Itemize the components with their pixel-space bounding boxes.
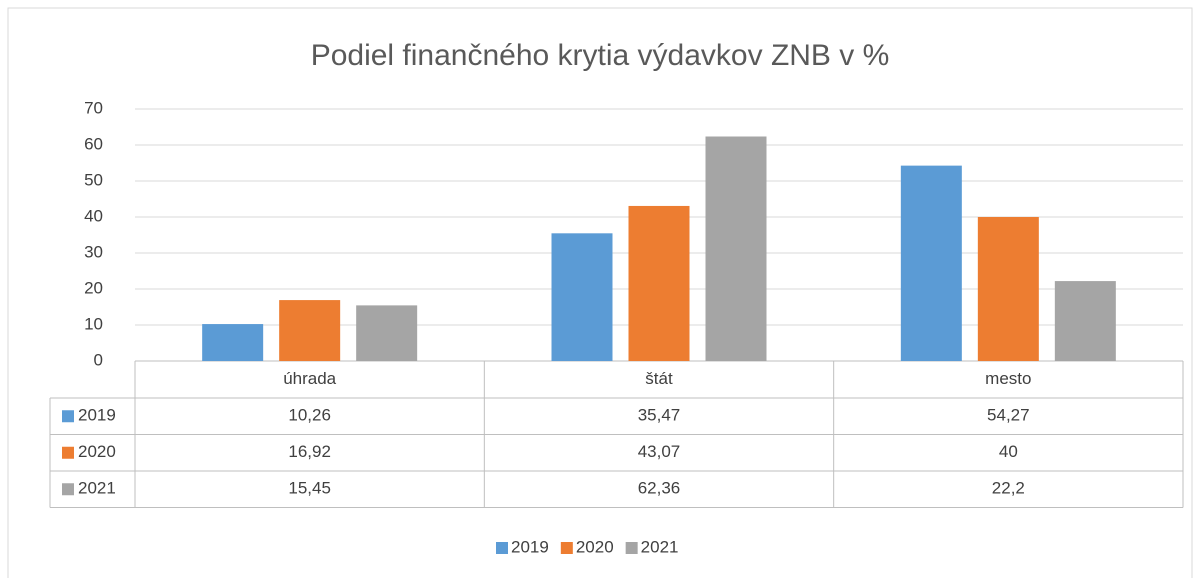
y-tick-label: 60 xyxy=(84,134,103,153)
y-tick-label: 20 xyxy=(84,278,103,297)
table-legend-key xyxy=(62,446,74,459)
table-value: 62,36 xyxy=(638,479,681,498)
bar xyxy=(977,217,1039,361)
x-tick-label: štát xyxy=(645,369,673,388)
y-tick-label: 70 xyxy=(84,98,103,117)
legend-key xyxy=(625,542,638,554)
y-tick-label: 0 xyxy=(94,350,103,369)
legend-key xyxy=(496,542,508,554)
table-value: 40 xyxy=(999,442,1018,461)
table-series-label: 2020 xyxy=(78,442,116,461)
y-tick-label: 50 xyxy=(84,170,103,189)
table-value: 43,07 xyxy=(638,442,681,461)
table-series-label: 2021 xyxy=(78,479,116,498)
bar xyxy=(279,300,341,361)
bar xyxy=(202,324,264,361)
legend-label: 2019 xyxy=(511,537,549,556)
y-tick-label: 10 xyxy=(84,314,103,333)
x-tick-label: úhrada xyxy=(283,369,336,388)
table-value: 54,27 xyxy=(987,406,1030,425)
bar xyxy=(628,205,690,361)
table-value: 16,92 xyxy=(288,442,331,461)
table-value: 10,26 xyxy=(288,406,331,425)
table-value: 35,47 xyxy=(638,406,681,425)
legend-key xyxy=(560,542,573,554)
table-legend-key xyxy=(62,483,74,496)
table-value: 15,45 xyxy=(288,479,331,498)
y-tick-label: 40 xyxy=(84,206,103,225)
bar xyxy=(705,136,767,361)
table-series-label: 2019 xyxy=(78,406,116,425)
legend-label: 2020 xyxy=(576,537,614,556)
bar xyxy=(900,165,962,361)
chart-title: Podiel finančného krytia výdavkov ZNB v … xyxy=(311,39,890,72)
bar xyxy=(356,305,418,361)
y-tick-label: 30 xyxy=(84,242,103,261)
legend-label: 2021 xyxy=(641,537,679,556)
bar xyxy=(1054,281,1116,361)
x-tick-label: mesto xyxy=(985,369,1031,388)
table-value: 22,2 xyxy=(992,479,1025,498)
bar xyxy=(551,233,613,361)
table-legend-key xyxy=(62,410,74,423)
